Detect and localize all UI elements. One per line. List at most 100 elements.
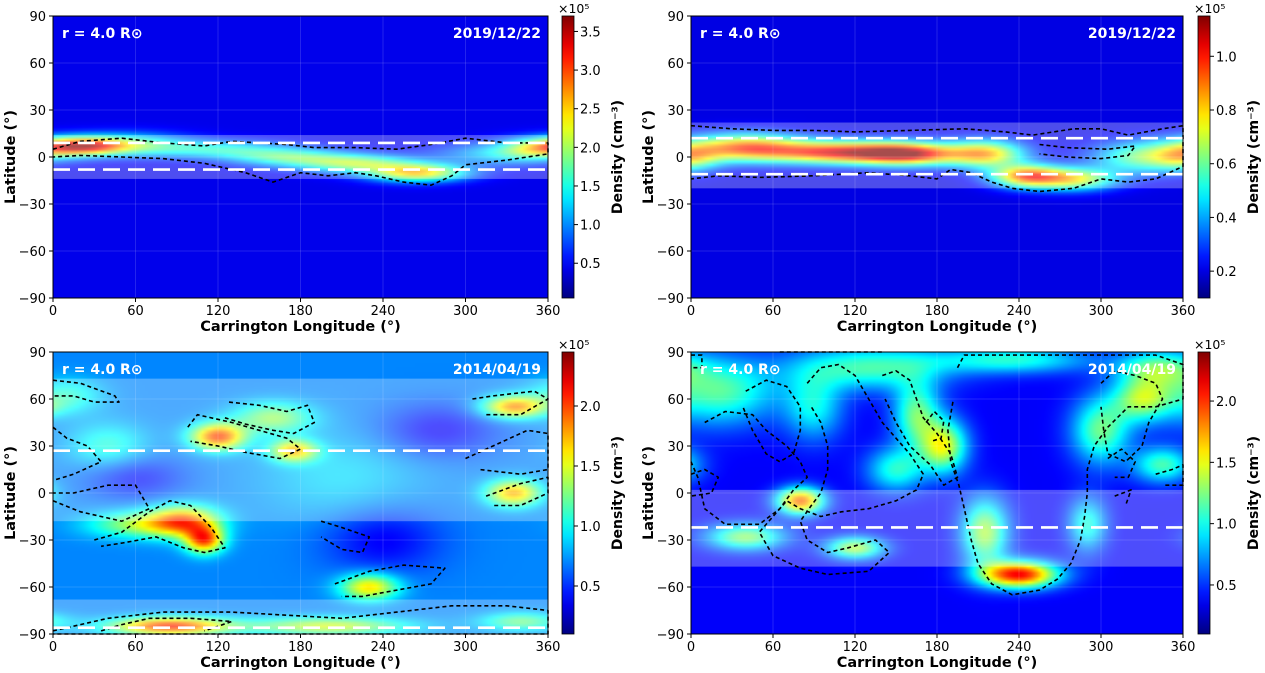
colorbar-tick-label: 0.5 xyxy=(580,257,601,272)
y-tick-label: −90 xyxy=(657,628,684,643)
contour-6 xyxy=(882,369,959,487)
y-axis-label: Latitude (°) xyxy=(3,446,19,540)
heatmap-image xyxy=(691,16,1183,298)
contour-10 xyxy=(1107,448,1136,479)
colorbar-tick-label: 1.0 xyxy=(580,520,601,535)
annotation-date: 2019/12/22 xyxy=(453,26,541,42)
contour-7 xyxy=(465,429,549,476)
contour-1 xyxy=(690,124,1184,193)
colorbar: 0.2 0.4 0.6 0.8 1.0 ×10⁵ Density (cm⁻³) xyxy=(1194,1,1262,299)
colorbar-tick-label: 2.0 xyxy=(1216,395,1237,410)
shaded-band xyxy=(691,122,1183,189)
x-tick-label: 300 xyxy=(453,640,478,655)
colorbar-tick-label: 3.5 xyxy=(580,25,601,40)
annotation-date: 2019/12/22 xyxy=(1088,26,1176,42)
y-tick-label: −90 xyxy=(657,292,684,307)
annotation-radius: r = 4.0 R⊙ xyxy=(700,362,781,378)
x-tick-label: 180 xyxy=(288,304,313,319)
x-tick-label: 0 xyxy=(687,640,695,655)
x-tick-label: 0 xyxy=(687,304,695,319)
colorbar-tick-label: 0.4 xyxy=(1216,211,1237,226)
y-tick-label: 30 xyxy=(29,104,46,119)
colorbar-tick-label: 0.8 xyxy=(1216,104,1237,119)
y-tick-label: 0 xyxy=(38,151,46,166)
y-axis-label: Latitude (°) xyxy=(641,446,657,540)
y-tick-label: −60 xyxy=(19,245,46,260)
y-tick-label: 0 xyxy=(38,487,46,502)
y-tick-label: −60 xyxy=(657,245,684,260)
x-tick-label: 360 xyxy=(536,640,561,655)
contour-13 xyxy=(1114,489,1132,506)
contour-5 xyxy=(187,413,302,460)
contour-4 xyxy=(742,379,802,463)
contour-13 xyxy=(100,617,233,632)
heatmap-image xyxy=(53,352,548,634)
contour-9 xyxy=(1100,369,1164,463)
x-tick-label: 240 xyxy=(1007,640,1032,655)
contour-11 xyxy=(690,468,720,497)
colorbar-multiplier: ×10⁵ xyxy=(558,337,589,352)
x-axis-label: Carrington Longitude (°) xyxy=(837,655,1038,671)
colorbar-tick-label: 2.5 xyxy=(580,103,601,118)
x-tick-label: 0 xyxy=(49,640,57,655)
y-tick-label: 30 xyxy=(29,440,46,455)
colorbar-tick-label: 0.5 xyxy=(1216,579,1237,594)
x-tick-label: 360 xyxy=(1171,640,1196,655)
contour-8 xyxy=(947,354,1184,596)
x-tick-label: 0 xyxy=(49,304,57,319)
colorbar-tick-label: 2.0 xyxy=(580,400,601,415)
y-tick-label: 60 xyxy=(29,57,46,72)
y-tick-label: −30 xyxy=(657,534,684,549)
y-tick-label: 60 xyxy=(667,57,684,72)
x-tick-label: 60 xyxy=(765,304,782,319)
x-axis-label: Carrington Longitude (°) xyxy=(837,319,1038,335)
y-tick-label: 30 xyxy=(667,440,684,455)
y-axis-label: Latitude (°) xyxy=(3,110,19,204)
y-tick-label: −60 xyxy=(657,581,684,596)
contour-5 xyxy=(758,363,925,576)
x-tick-label: 180 xyxy=(288,640,313,655)
contour-10 xyxy=(320,520,371,554)
x-tick-label: 360 xyxy=(1171,304,1196,319)
y-tick-label: 90 xyxy=(29,346,46,361)
colorbar-gradient xyxy=(561,15,575,299)
panel-4: r = 4.0 R⊙ 2014/04/190 60 120 180 240 300 36090… xyxy=(641,337,1262,671)
colorbar-label: Density (cm⁻³) xyxy=(610,100,626,214)
x-tick-label: 240 xyxy=(371,304,396,319)
colorbar-tick-label: 1.0 xyxy=(580,219,601,234)
y-tick-label: 60 xyxy=(29,393,46,408)
colorbar: 0.5 1.0 1.5 2.0 ×10⁵ Density (cm⁻³) xyxy=(1194,337,1262,635)
x-tick-label: 300 xyxy=(1089,640,1114,655)
colorbar-tick-label: 3.0 xyxy=(580,64,601,79)
y-tick-label: 90 xyxy=(667,10,684,25)
annotation-date: 2014/04/19 xyxy=(1088,362,1176,378)
y-tick-label: −30 xyxy=(19,198,46,213)
x-tick-label: 60 xyxy=(765,640,782,655)
colorbar-multiplier: ×10⁵ xyxy=(1194,337,1225,352)
x-axis-label: Carrington Longitude (°) xyxy=(200,319,401,335)
colorbar-label: Density (cm⁻³) xyxy=(1246,100,1262,214)
y-tick-label: 60 xyxy=(667,393,684,408)
contour-11 xyxy=(334,564,446,598)
y-tick-label: −90 xyxy=(19,292,46,307)
y-tick-label: 90 xyxy=(29,10,46,25)
y-tick-label: 90 xyxy=(667,346,684,361)
colorbar-multiplier: ×10⁵ xyxy=(1194,1,1225,16)
x-tick-label: 300 xyxy=(1089,304,1114,319)
contour-2 xyxy=(52,426,102,482)
colorbar-tick-label: 0.6 xyxy=(1216,158,1237,173)
colorbar: 0.5 1.0 1.5 2.0 2.5 3.0 3.5 ×10⁵ Density (cm⁻³) xyxy=(558,1,626,299)
contour-1 xyxy=(52,137,549,186)
colorbar-label: Density (cm⁻³) xyxy=(1246,436,1262,550)
y-tick-label: 0 xyxy=(676,151,684,166)
contour-4 xyxy=(224,401,316,435)
x-tick-label: 120 xyxy=(843,640,868,655)
colorbar-tick-label: 1.5 xyxy=(580,460,601,475)
colorbar-tick-label: 1.0 xyxy=(1216,518,1237,533)
x-tick-label: 60 xyxy=(127,640,144,655)
contour-6 xyxy=(472,390,549,416)
x-axis-label: Carrington Longitude (°) xyxy=(200,655,401,671)
colorbar-gradient xyxy=(561,351,575,635)
colorbar-label: Density (cm⁻³) xyxy=(610,436,626,550)
